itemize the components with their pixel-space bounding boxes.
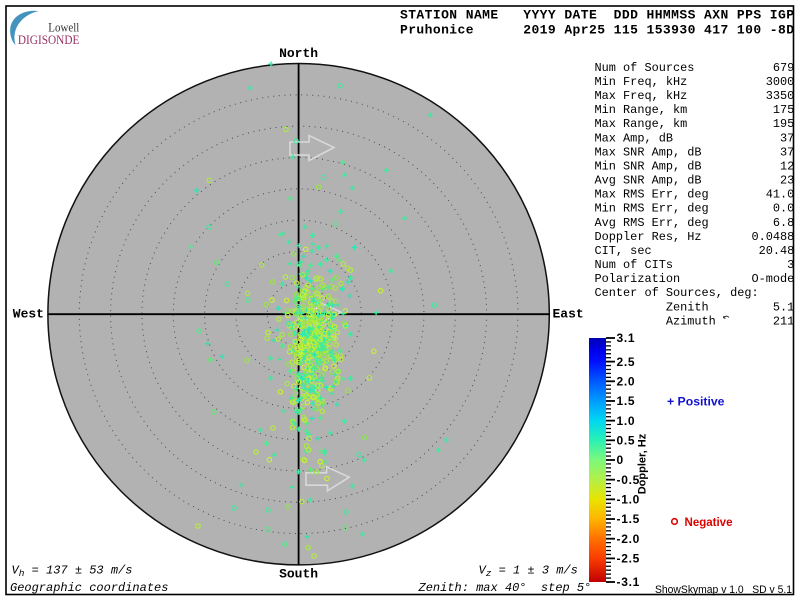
svg-text:Avg SNR Amp, dB 23: Avg SNR Amp, dB 23 [595,174,795,188]
svg-text:-1.5: -1.5 [617,512,640,526]
svg-text:STATION NAME YYYY DATE DDD: STATION NAME YYYY DATE DDD HHMMSS AXN PP… [400,7,794,22]
svg-text:Max Amp, dB 37: Max Amp, dB 37 [595,131,795,145]
svg-text:Negative: Negative [685,515,733,529]
svg-text:1.0: 1.0 [617,414,636,428]
svg-text:0: 0 [617,453,624,467]
svg-text:0.5: 0.5 [617,434,636,448]
svg-text:Azimuth 211: Azimuth 211 [595,314,795,328]
svg-text:Num of CITs 3: Num of CITs 3 [595,258,795,272]
svg-text:Min Freq, kHz 3000: Min Freq, kHz 3000 [595,75,795,89]
svg-text:North: North [279,46,318,61]
svg-text:+ Positive: + Positive [667,395,725,409]
svg-text:-3.1: -3.1 [617,575,640,589]
svg-text:2.0: 2.0 [617,375,636,389]
svg-text:Zenith 5.1: Zenith 5.1 [595,300,795,314]
svg-text:Lowell: Lowell [48,20,79,35]
svg-text:-2.5: -2.5 [617,552,640,566]
svg-text:South: South [279,567,318,582]
svg-text:Avg RMS Err, deg 6.8: Avg RMS Err, deg 6.8 [595,216,795,230]
svg-text:-0.5: -0.5 [617,473,640,487]
svg-text:2.5: 2.5 [617,355,636,369]
svg-text:Doppler, Hz: Doppler, Hz [637,433,649,494]
svg-text:-1.0: -1.0 [617,493,640,507]
svg-text:Max SNR Amp, dB 37: Max SNR Amp, dB 37 [595,145,795,159]
svg-text:-2.0: -2.0 [617,532,640,546]
svg-text:Max Freq, kHz 3350: Max Freq, kHz 3350 [595,89,795,103]
svg-text:Geographic coordinates: Geographic coordinates [10,581,168,595]
svg-text:Num of Sources 679: Num of Sources 679 [595,61,795,75]
svg-text:West: West [13,306,44,321]
svg-text:Max RMS Err, deg 41.0: Max RMS Err, deg 41.0 [595,188,795,202]
svg-text:East: East [553,306,584,321]
svg-text:ShowSkymap v 1.0 SD v 5.1: ShowSkymap v 1.0 SD v 5.1 [655,584,792,596]
svg-text:Doppler Res, Hz 0.0488: Doppler Res, Hz 0.0488 [595,230,795,244]
svg-text:Center of Sources, deg:: Center of Sources, deg: [595,286,759,300]
svg-text:Polarization O-mode: Polarization O-mode [595,272,795,286]
svg-text:CIT, sec 20.48: CIT, sec 20.48 [595,244,795,258]
svg-text:3.1: 3.1 [617,331,636,345]
svg-text:Pruhonice 2019 Apr25 115: Pruhonice 2019 Apr25 115 153930 417 100 … [400,22,794,37]
svg-text:Zenith: max 40° step 5°: Zenith: max 40° step 5° [418,581,592,595]
svg-text:Min SNR Amp, dB 12: Min SNR Amp, dB 12 [595,159,795,173]
svg-text:Min RMS Err, deg 0.0: Min RMS Err, deg 0.0 [595,202,795,216]
svg-text:Vh = 137 ± 53 m/s: Vh = 137 ± 53 m/s [12,564,133,580]
svg-text:Max Range, km 195: Max Range, km 195 [595,117,795,131]
svg-text:DIGISONDE: DIGISONDE [18,33,80,47]
svg-text:Vz = 1 ± 3 m/s: Vz = 1 ± 3 m/s [479,564,578,580]
svg-text:Min Range, km 175: Min Range, km 175 [595,103,795,117]
svg-text:1.5: 1.5 [617,394,636,408]
